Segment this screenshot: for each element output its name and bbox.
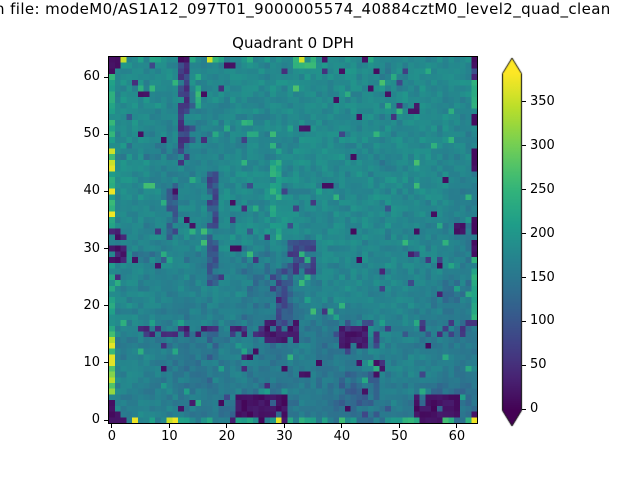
colorbar-tick-label: 250: [530, 181, 555, 197]
colorbar-tick-label: 150: [530, 269, 555, 285]
colorbar-tick-mark: [522, 189, 526, 191]
y-tick-mark: [104, 362, 108, 364]
colorbar-tick-label: 300: [530, 137, 555, 153]
x-tick-label: 60: [448, 429, 466, 444]
colorbar-tick-label: 200: [530, 225, 555, 241]
colorbar-tick-mark: [522, 101, 526, 103]
colorbar-tick-mark: [522, 277, 526, 279]
figure-suptitle-clip: n file: modeM0/AS1A12_097T01_9000005574_…: [0, 0, 640, 22]
x-tick-mark: [168, 424, 170, 428]
y-tick-mark: [104, 248, 108, 250]
colorbar-tick-mark: [522, 145, 526, 147]
x-tick-label: 50: [391, 429, 408, 444]
colorbar: [501, 57, 523, 431]
colorbar-tick-mark: [522, 364, 526, 366]
y-tick-label: 60: [83, 69, 100, 85]
colorbar-tick-mark: [522, 320, 526, 322]
x-tick-label: 20: [218, 429, 236, 444]
x-tick-label: 40: [333, 429, 351, 444]
colorbar-tick-label: 100: [530, 313, 555, 329]
y-tick-label: 10: [83, 354, 100, 370]
x-tick-mark: [341, 424, 343, 428]
y-tick-label: 0: [91, 412, 100, 428]
x-tick-mark: [111, 424, 113, 428]
x-tick-label: 30: [276, 429, 293, 444]
x-tick-label: 0: [107, 429, 117, 444]
y-tick-label: 40: [83, 183, 100, 199]
colorbar-tick-label: 50: [530, 357, 547, 373]
y-tick-mark: [104, 190, 108, 192]
x-tick-mark: [226, 424, 228, 428]
y-tick-mark: [104, 76, 108, 78]
y-tick-label: 20: [83, 297, 100, 313]
x-tick-mark: [283, 424, 285, 428]
y-tick-label: 30: [83, 240, 100, 256]
x-tick-mark: [456, 424, 458, 428]
colorbar-tick-label: 350: [530, 93, 555, 109]
y-tick-label: 50: [83, 126, 100, 142]
y-tick-mark: [104, 133, 108, 135]
y-tick-mark: [104, 419, 108, 421]
heatmap-image: [109, 57, 477, 423]
y-tick-mark: [104, 305, 108, 307]
x-tick-mark: [398, 424, 400, 428]
plot-title: Quadrant 0 DPH: [232, 34, 354, 52]
figure-suptitle: n file: modeM0/AS1A12_097T01_9000005574_…: [0, 0, 611, 18]
x-tick-label: 10: [161, 429, 178, 444]
colorbar-tick-label: 0: [530, 401, 539, 417]
colorbar-tick-mark: [522, 408, 526, 410]
colorbar-tick-mark: [522, 233, 526, 235]
